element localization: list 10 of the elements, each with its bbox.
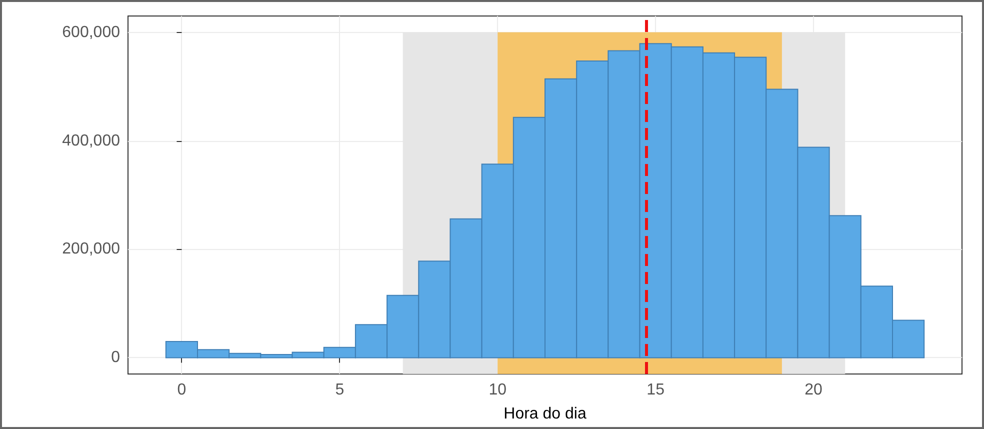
y-tick-label: 600,000 <box>62 24 120 41</box>
y-tick-label: 200,000 <box>62 240 120 258</box>
x-tick-label: 5 <box>335 382 344 398</box>
y-tick-label: 0 <box>111 349 120 366</box>
x-axis-title: Hora do dia <box>504 406 586 422</box>
x-tick-label: 20 <box>804 382 823 398</box>
x-tick-label: 0 <box>177 382 186 398</box>
y-tick-label: 400,000 <box>62 132 120 150</box>
x-tick-label: 10 <box>488 382 507 398</box>
x-tick-label: 15 <box>646 382 665 398</box>
